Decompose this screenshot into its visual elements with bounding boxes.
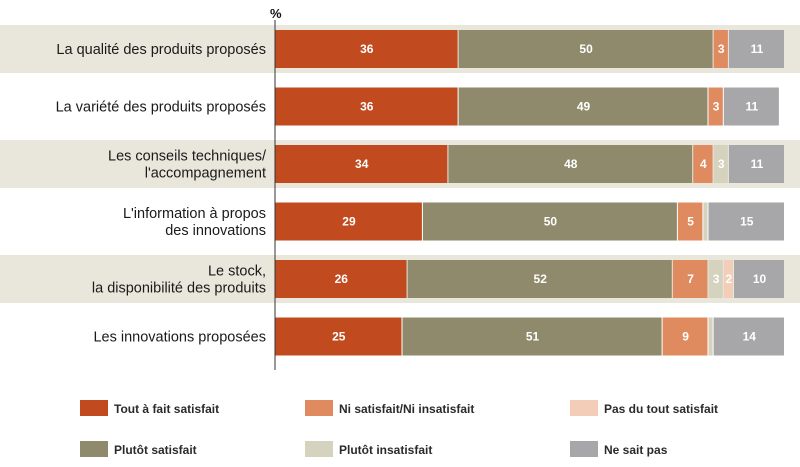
data-label: 11 [751, 42, 764, 56]
data-label: 9 [682, 330, 689, 344]
legend-label: Pas du tout satisfait [604, 402, 718, 416]
data-label: 52 [534, 272, 548, 286]
category-labels: La qualité des produits proposés La varié… [56, 42, 267, 346]
bar-segment [458, 87, 708, 126]
legend-label: Ne sait pas [604, 443, 668, 457]
category-label: Les conseils techniques/ [108, 149, 267, 165]
bar-segment [734, 260, 784, 298]
data-label: 10 [753, 272, 767, 286]
data-label: 3 [718, 42, 725, 56]
legend: Tout à fait satisfait Ni satisfait/Ni ins… [80, 400, 718, 457]
data-label: 4 [700, 157, 707, 171]
category-label: L'information à propos [123, 206, 266, 222]
data-label: 14 [743, 330, 757, 344]
bar-segment [728, 30, 784, 68]
data-label: 36 [360, 42, 374, 56]
data-label: 49 [577, 100, 591, 114]
legend-swatch [80, 441, 108, 457]
data-label: 11 [746, 100, 759, 114]
bar-segment [723, 260, 733, 298]
bar-segment [728, 145, 784, 183]
data-label: 15 [740, 215, 754, 229]
bar-segment [275, 202, 422, 241]
data-label: 3 [718, 157, 725, 171]
bar-segment [402, 317, 662, 356]
bar-segment [708, 317, 713, 356]
data-label: 29 [342, 215, 356, 229]
data-label: 50 [579, 42, 593, 56]
bar-segment [708, 202, 784, 241]
legend-label: Plutôt satisfait [114, 443, 197, 457]
bar-segment [275, 87, 458, 126]
data-label: 26 [335, 272, 349, 286]
data-label: 36 [360, 100, 374, 114]
bar-segment [422, 202, 677, 241]
unit-label: % [270, 6, 282, 21]
bar-segment [703, 202, 708, 241]
category-label: La qualité des produits proposés [56, 42, 266, 58]
legend-label: Plutôt insatisfait [339, 443, 432, 457]
bar-segment [708, 87, 723, 126]
bar-segment [723, 87, 779, 126]
data-label: 51 [526, 330, 540, 344]
bar-segment [275, 145, 448, 183]
bar-segment [448, 145, 693, 183]
legend-swatch [570, 441, 598, 457]
bar-segment [672, 260, 708, 298]
data-label: 3 [713, 100, 720, 114]
category-label: Le stock, [208, 264, 266, 280]
category-label: Les innovations proposées [93, 330, 266, 346]
bar-segment [275, 317, 402, 356]
bar-segment [407, 260, 672, 298]
category-label: l'accompagnement [145, 166, 266, 182]
bar-segment [275, 260, 407, 298]
legend-label: Tout à fait satisfait [114, 402, 219, 416]
data-label: 7 [687, 272, 694, 286]
category-label: des innovations [165, 223, 266, 239]
legend-swatch [80, 400, 108, 416]
bar-segment [677, 202, 703, 241]
data-label: 3 [713, 272, 720, 286]
bar-segment [713, 145, 728, 183]
bar-segment [693, 145, 713, 183]
data-label: 25 [332, 330, 346, 344]
data-label: 34 [355, 157, 369, 171]
data-label: 50 [544, 215, 558, 229]
data-label: 48 [564, 157, 578, 171]
category-label: la disponibilité des produits [92, 281, 266, 297]
legend-label: Ni satisfait/Ni insatisfait [339, 402, 474, 416]
legend-swatch [305, 441, 333, 457]
legend-swatch [305, 400, 333, 416]
bar-segment [275, 30, 458, 68]
bar-segment [458, 30, 713, 68]
bar-segment [713, 30, 728, 68]
bar-segment [713, 317, 784, 356]
bar-segment [662, 317, 708, 356]
data-label: 2 [726, 272, 733, 286]
bar-segment [708, 260, 723, 298]
row-bands [0, 25, 800, 361]
data-label: 5 [687, 215, 694, 229]
legend-swatch [570, 400, 598, 416]
category-label: La variété des produits proposés [56, 100, 266, 116]
data-label: 11 [751, 157, 764, 171]
